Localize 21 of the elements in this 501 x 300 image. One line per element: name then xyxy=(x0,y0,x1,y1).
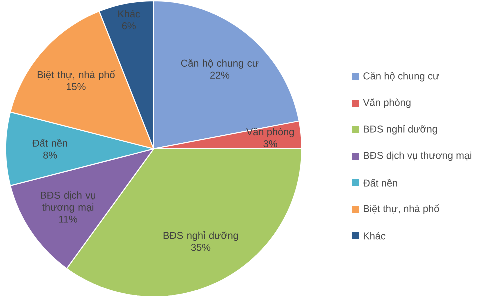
legend-label: Văn phòng xyxy=(363,98,411,108)
slice-label: Khác xyxy=(118,10,140,18)
data-label: 8% xyxy=(44,152,58,159)
slice-label: Đất nền xyxy=(32,139,68,147)
legend-label: Đất nền xyxy=(363,179,398,187)
slice-label: BĐS dịch vụ thương mại xyxy=(41,192,96,213)
slice-label: BĐS nghỉ dưỡng xyxy=(164,232,238,242)
legend-label: Căn hộ chung cư xyxy=(364,72,440,82)
data-label: 35% xyxy=(191,244,211,252)
slice-label: Văn phòng xyxy=(246,128,294,138)
legend-label: Biệt thự, nhà phố xyxy=(364,204,440,214)
legend-label: BĐS dịch vụ thương mại xyxy=(364,152,472,162)
legend-label: Khác xyxy=(364,232,386,240)
data-label: 3% xyxy=(264,140,278,148)
data-label: 6% xyxy=(122,22,136,30)
data-label: 22% xyxy=(210,72,230,79)
slice-label: Căn hộ chung cư xyxy=(181,60,259,69)
slice-label: Biệt thự, nhà phố xyxy=(38,70,116,80)
data-label: 15% xyxy=(67,83,86,90)
data-label: 11% xyxy=(59,216,78,223)
legend-label: BĐS nghỉ dưỡng xyxy=(364,125,438,135)
